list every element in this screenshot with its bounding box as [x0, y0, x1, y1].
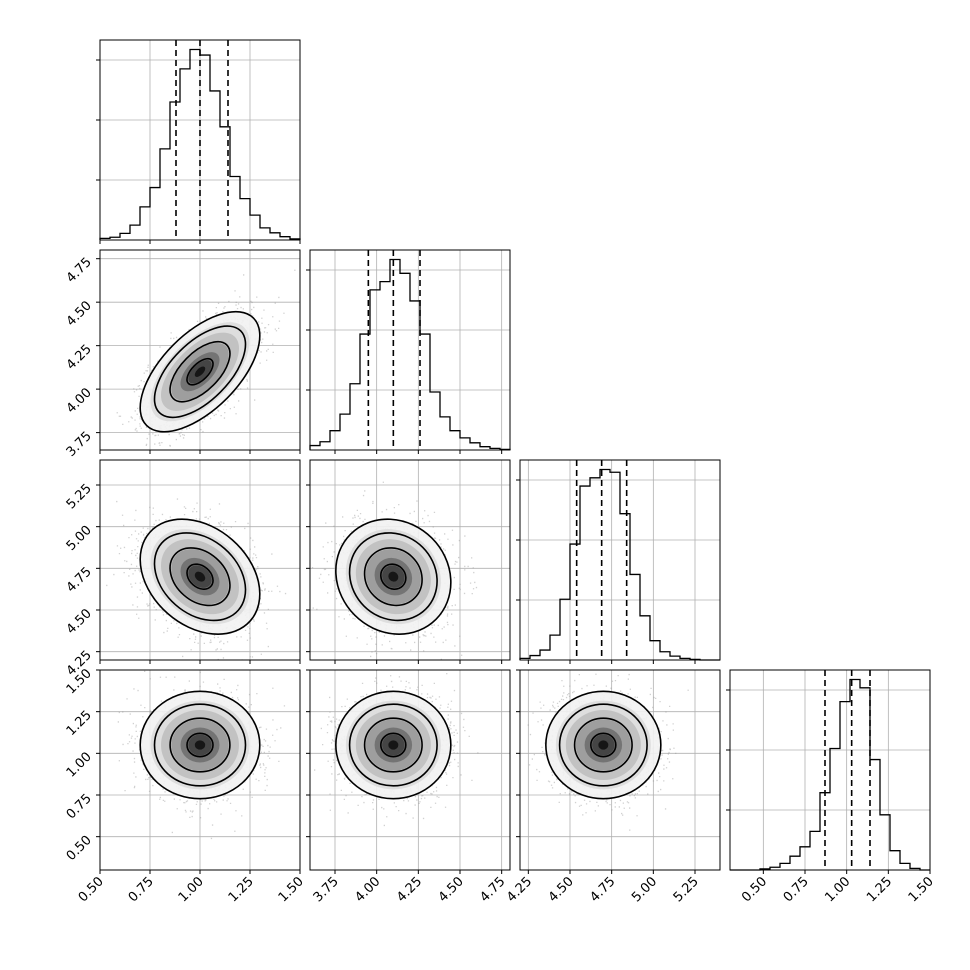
- x-tick-label: 5.00: [629, 874, 660, 905]
- x-tick-label: 4.00: [352, 874, 383, 905]
- scatter-frame: [519, 669, 721, 871]
- density-level: [194, 740, 206, 750]
- histogram-step-line: [730, 678, 930, 871]
- x-tick-label: 1.25: [226, 874, 257, 905]
- panel-content: [310, 460, 510, 660]
- y-tick-label: 1.00: [64, 750, 95, 781]
- x-tick-label: 0.75: [126, 874, 157, 905]
- density-contour: [348, 532, 438, 622]
- y-tick-label: 1.25: [64, 708, 95, 739]
- y-tick-label: 4.75: [64, 255, 95, 286]
- density-contour: [186, 563, 214, 590]
- x-tick-label: 1.50: [276, 874, 307, 905]
- scatter-panel-3-0: [96, 669, 301, 874]
- histogram-frame: [729, 669, 931, 871]
- density-level: [388, 740, 399, 750]
- y-tick-label: 4.75: [64, 565, 95, 596]
- scatter-panel-1-0: [96, 249, 301, 454]
- scatter-frame: [99, 459, 301, 661]
- y-tick-label: 5.25: [64, 481, 95, 512]
- x-tick-label: 4.25: [504, 874, 535, 905]
- panel-content: [520, 670, 720, 870]
- histogram-frame: [309, 249, 511, 451]
- histogram-panel-0: [96, 39, 301, 244]
- y-tick-label: 4.25: [64, 342, 95, 373]
- density-contour: [186, 732, 214, 758]
- density-contour: [186, 357, 214, 386]
- panel-content: [100, 460, 300, 660]
- density-contour: [363, 717, 423, 773]
- density-contour: [363, 547, 423, 607]
- scatter-frame: [99, 669, 301, 871]
- scatter-panel-2-0: [96, 459, 301, 664]
- y-tick-label: 4.50: [64, 606, 95, 637]
- density-contour: [573, 717, 633, 773]
- density-contour: [380, 732, 407, 758]
- y-tick-label: 4.00: [64, 385, 95, 416]
- scatter-panel-3-2: [516, 669, 721, 874]
- density-level: [388, 571, 399, 582]
- density-contour: [139, 310, 261, 433]
- histogram-frame: [519, 459, 721, 661]
- density-level: [598, 740, 609, 750]
- density-level: [194, 571, 206, 582]
- y-tick-label: 5.00: [64, 523, 95, 554]
- x-tick-label: 4.50: [436, 874, 467, 905]
- histogram-panel-3: [726, 669, 931, 874]
- scatter-frame: [309, 669, 511, 871]
- density-contour: [169, 717, 231, 773]
- scatter-frame: [99, 249, 301, 451]
- histogram-step-line: [309, 258, 511, 451]
- density-contour: [380, 563, 407, 590]
- density-contour: [169, 340, 231, 403]
- scatter-panel-2-1: [306, 459, 511, 664]
- density-contour: [335, 690, 452, 800]
- density-contour: [335, 518, 452, 635]
- x-tick-label: 0.50: [76, 874, 107, 905]
- density-level: [194, 366, 206, 377]
- histogram-step-line: [519, 468, 720, 661]
- panel-content: [100, 250, 300, 450]
- x-tick-label: 1.00: [176, 874, 207, 905]
- density-contour: [545, 690, 662, 800]
- density-contour: [139, 690, 261, 800]
- y-tick-label: 3.75: [64, 429, 95, 460]
- x-tick-label: 4.75: [477, 874, 508, 905]
- x-tick-label: 4.25: [394, 874, 425, 905]
- scatter-frame: [309, 459, 511, 661]
- panel-content: [100, 670, 300, 870]
- x-tick-label: 5.25: [671, 874, 702, 905]
- x-tick-label: 0.50: [739, 874, 770, 905]
- scatter-panel-3-1: [306, 669, 511, 874]
- histogram-frame: [99, 39, 301, 241]
- x-tick-label: 0.75: [781, 874, 812, 905]
- density-contour: [169, 547, 231, 607]
- x-tick-label: 4.75: [587, 874, 618, 905]
- y-tick-label: 4.50: [64, 298, 95, 329]
- density-contour: [558, 703, 648, 787]
- histogram-panel-1: [306, 249, 511, 454]
- panel-content: [310, 670, 510, 870]
- x-tick-label: 3.75: [311, 874, 342, 905]
- x-tick-label: 1.50: [906, 874, 937, 905]
- density-contour: [153, 532, 247, 622]
- density-contour: [153, 325, 247, 419]
- density-contour: [153, 703, 247, 787]
- density-contour: [139, 518, 261, 635]
- density-contour: [590, 732, 617, 758]
- density-contour: [348, 703, 438, 787]
- x-tick-label: 1.00: [822, 874, 853, 905]
- y-tick-label: 0.50: [64, 833, 95, 864]
- x-tick-label: 1.25: [864, 874, 895, 905]
- x-tick-label: 4.50: [546, 874, 577, 905]
- histogram-panel-2: [516, 459, 721, 664]
- y-tick-label: 0.75: [64, 791, 95, 822]
